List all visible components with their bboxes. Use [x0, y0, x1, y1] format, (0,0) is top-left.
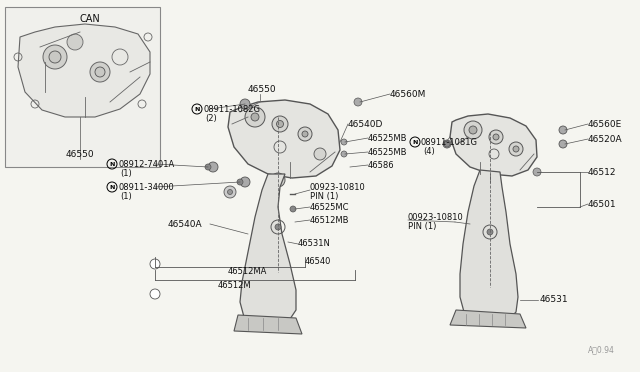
Circle shape	[354, 98, 362, 106]
Text: N: N	[109, 185, 115, 189]
Text: (4): (4)	[423, 147, 435, 155]
Text: 46512MB: 46512MB	[310, 215, 349, 224]
Text: 46540D: 46540D	[348, 119, 383, 128]
Text: (2): (2)	[205, 113, 217, 122]
Circle shape	[276, 121, 284, 128]
Text: 46586: 46586	[368, 160, 395, 170]
Circle shape	[90, 62, 110, 82]
Text: 46512MA: 46512MA	[228, 267, 268, 276]
Circle shape	[513, 146, 519, 152]
Circle shape	[559, 126, 567, 134]
Polygon shape	[240, 174, 296, 326]
Circle shape	[272, 116, 288, 132]
Text: 46520A: 46520A	[588, 135, 623, 144]
Circle shape	[205, 164, 211, 170]
Text: 46550: 46550	[66, 150, 94, 159]
Text: 46525MB: 46525MB	[368, 148, 408, 157]
Circle shape	[314, 148, 326, 160]
Circle shape	[251, 113, 259, 121]
Circle shape	[493, 134, 499, 140]
Text: 08911-1082G: 08911-1082G	[203, 105, 260, 113]
Circle shape	[559, 140, 567, 148]
Circle shape	[150, 289, 160, 299]
Text: 46560M: 46560M	[390, 90, 426, 99]
Text: 46531: 46531	[540, 295, 568, 305]
Circle shape	[487, 229, 493, 235]
Circle shape	[464, 121, 482, 139]
Text: 46560E: 46560E	[588, 119, 622, 128]
Circle shape	[298, 127, 312, 141]
Circle shape	[489, 130, 503, 144]
Text: 46512: 46512	[588, 167, 616, 176]
Circle shape	[509, 142, 523, 156]
Text: 46512M: 46512M	[218, 280, 252, 289]
Circle shape	[227, 189, 232, 195]
Text: 46525MB: 46525MB	[368, 134, 408, 142]
Text: (1): (1)	[120, 192, 132, 201]
Circle shape	[95, 67, 105, 77]
Text: (1): (1)	[120, 169, 132, 177]
Text: 00923-10810: 00923-10810	[408, 212, 464, 221]
Text: 08911-34000: 08911-34000	[118, 183, 173, 192]
Circle shape	[245, 107, 265, 127]
Text: 08912-7401A: 08912-7401A	[118, 160, 174, 169]
Text: 46550: 46550	[248, 85, 276, 94]
Circle shape	[43, 45, 67, 69]
Text: A癚0.94: A癚0.94	[588, 345, 615, 354]
Text: 08911-1081G: 08911-1081G	[421, 138, 478, 147]
Polygon shape	[228, 100, 340, 178]
Text: 00923-10810: 00923-10810	[310, 183, 365, 192]
Circle shape	[302, 131, 308, 137]
Polygon shape	[234, 315, 302, 334]
Circle shape	[150, 259, 160, 269]
Text: 46540A: 46540A	[168, 219, 203, 228]
Polygon shape	[450, 310, 526, 328]
Polygon shape	[460, 170, 518, 324]
Text: N: N	[195, 106, 200, 112]
Polygon shape	[450, 114, 537, 176]
Circle shape	[341, 139, 347, 145]
Text: PIN (1): PIN (1)	[310, 192, 339, 201]
Text: 46531N: 46531N	[298, 240, 331, 248]
Circle shape	[533, 168, 541, 176]
Circle shape	[469, 126, 477, 134]
Circle shape	[275, 224, 281, 230]
Polygon shape	[18, 24, 150, 117]
Text: 46540: 46540	[305, 257, 332, 266]
Circle shape	[271, 173, 285, 187]
Circle shape	[237, 179, 243, 185]
Bar	[5, 7, 160, 167]
Circle shape	[444, 141, 450, 147]
Circle shape	[240, 99, 250, 109]
Circle shape	[290, 206, 296, 212]
Circle shape	[240, 177, 250, 187]
Circle shape	[208, 162, 218, 172]
Text: PIN (1): PIN (1)	[408, 221, 436, 231]
Text: N: N	[412, 140, 418, 144]
Text: 46501: 46501	[588, 199, 616, 208]
Circle shape	[49, 51, 61, 63]
Text: 46525MC: 46525MC	[310, 202, 349, 212]
Circle shape	[341, 151, 347, 157]
Text: N: N	[109, 161, 115, 167]
Circle shape	[67, 34, 83, 50]
Circle shape	[443, 140, 451, 148]
Text: CAN: CAN	[79, 14, 100, 24]
Circle shape	[224, 186, 236, 198]
